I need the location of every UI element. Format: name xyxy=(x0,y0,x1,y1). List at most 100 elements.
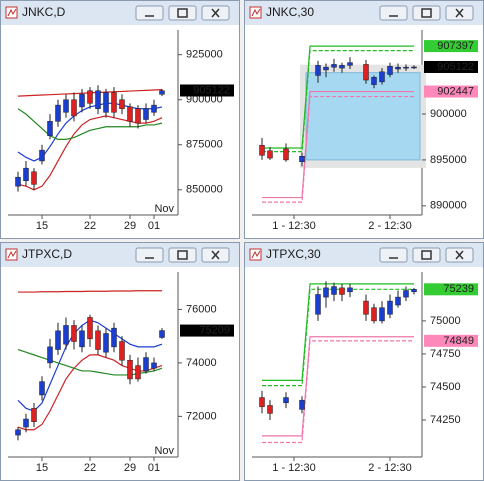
candle-body xyxy=(267,405,273,414)
window-title: JNKC,D xyxy=(22,5,66,19)
minimize-button[interactable] xyxy=(379,5,408,21)
candle-body xyxy=(363,64,369,81)
candle-body xyxy=(267,150,273,159)
annotation: Nov xyxy=(154,203,174,215)
x-tick-label: 15 xyxy=(36,462,48,474)
candle-body xyxy=(411,289,417,293)
restore-button[interactable] xyxy=(168,5,197,21)
candle-body xyxy=(127,359,133,380)
close-glyph xyxy=(211,8,220,18)
candle-body xyxy=(135,365,141,380)
price-label: 74849 xyxy=(443,335,474,347)
chart-window: JTPXC,30 74250 74500 74750 75000 1 - 12:30 2 -… xyxy=(244,242,484,481)
candle-body xyxy=(411,66,417,69)
candle-body xyxy=(363,300,369,315)
price-label: 905122 xyxy=(193,84,230,96)
close-glyph xyxy=(211,250,220,260)
restore-button[interactable] xyxy=(168,247,197,263)
indicator-line xyxy=(262,45,414,149)
candle-body xyxy=(55,104,61,122)
candle-body xyxy=(339,287,345,295)
window-title: JNKC,30 xyxy=(266,5,314,19)
x-tick-label: 22 xyxy=(84,220,96,232)
price-label: 75239 xyxy=(443,283,474,295)
candle-body xyxy=(111,327,117,348)
title-bar xyxy=(245,243,483,267)
y-tick-label: 895000 xyxy=(430,154,467,166)
window-icon xyxy=(5,6,18,19)
window-icon-glyph xyxy=(251,8,261,17)
title-bar xyxy=(245,1,483,25)
indicator-line xyxy=(262,340,414,444)
candle-body xyxy=(395,66,401,70)
candle-body xyxy=(283,397,289,404)
candle-body xyxy=(299,399,305,410)
candle-body xyxy=(71,99,77,117)
x-tick-label: 01 xyxy=(148,220,160,232)
x-tick-label: 1 - 12:30 xyxy=(272,462,315,474)
candle-body xyxy=(339,65,345,69)
restore-glyph xyxy=(177,250,188,260)
candle-body xyxy=(371,77,377,85)
title-bar xyxy=(1,243,239,267)
candle-body xyxy=(95,90,101,109)
candle-body xyxy=(103,92,109,113)
candle-body xyxy=(135,108,141,124)
y-tick-label: 75000 xyxy=(430,315,461,327)
candle-body xyxy=(379,71,385,83)
candle-body xyxy=(63,99,69,113)
y-tick-label: 850000 xyxy=(186,184,223,196)
candle-body xyxy=(395,296,401,306)
candle-body xyxy=(55,330,61,350)
price-label: 75209 xyxy=(199,324,230,336)
candle-body xyxy=(47,346,53,364)
y-tick-label: 900000 xyxy=(430,108,467,120)
candle-body xyxy=(119,99,125,109)
indicator-line xyxy=(262,336,414,437)
candle-body xyxy=(31,408,37,422)
plot-area xyxy=(252,272,422,457)
candle-body xyxy=(387,300,393,315)
candle-body xyxy=(87,90,93,104)
candle-body xyxy=(103,333,109,353)
indicator-line xyxy=(262,283,414,381)
price-label: 907397 xyxy=(437,40,474,52)
y-tick-label: 72000 xyxy=(186,410,217,422)
candle-body xyxy=(143,108,149,120)
restore-glyph xyxy=(421,250,432,260)
restore-glyph xyxy=(421,8,432,18)
candle-body xyxy=(331,64,337,68)
chart-window: JTPXC,D 72000 74000 76000 15 22 29 01 Nov 75209 xyxy=(0,242,240,481)
candle-body xyxy=(31,171,37,185)
x-tick-label: 29 xyxy=(124,462,136,474)
candle-body xyxy=(111,92,117,113)
x-tick-label: 2 - 12:30 xyxy=(368,220,411,232)
window-icon-glyph xyxy=(7,250,17,259)
y-tick-label: 925000 xyxy=(186,49,223,61)
candle-body xyxy=(79,94,85,108)
window-icon-glyph xyxy=(7,8,17,17)
minimize-button[interactable] xyxy=(379,247,408,263)
window-icon-glyph xyxy=(251,250,261,259)
window-icon xyxy=(249,6,262,19)
candle-body xyxy=(379,307,385,322)
window-icon xyxy=(249,248,262,261)
candle-body xyxy=(127,106,133,122)
minimize-button[interactable] xyxy=(135,247,164,263)
y-tick-label: 76000 xyxy=(186,303,217,315)
price-label-box xyxy=(424,60,478,73)
price-label-box xyxy=(424,40,478,53)
restore-button[interactable] xyxy=(412,5,441,21)
window-title: JTPXC,30 xyxy=(266,247,321,261)
minimize-button[interactable] xyxy=(135,5,164,21)
x-tick-label: 01 xyxy=(148,462,160,474)
indicator-line xyxy=(18,290,162,293)
restore-glyph xyxy=(177,8,188,18)
candle-body xyxy=(39,149,45,162)
y-tick-label: 74000 xyxy=(186,357,217,369)
close-glyph xyxy=(455,8,464,18)
restore-button[interactable] xyxy=(412,247,441,263)
candle-body xyxy=(143,357,149,372)
